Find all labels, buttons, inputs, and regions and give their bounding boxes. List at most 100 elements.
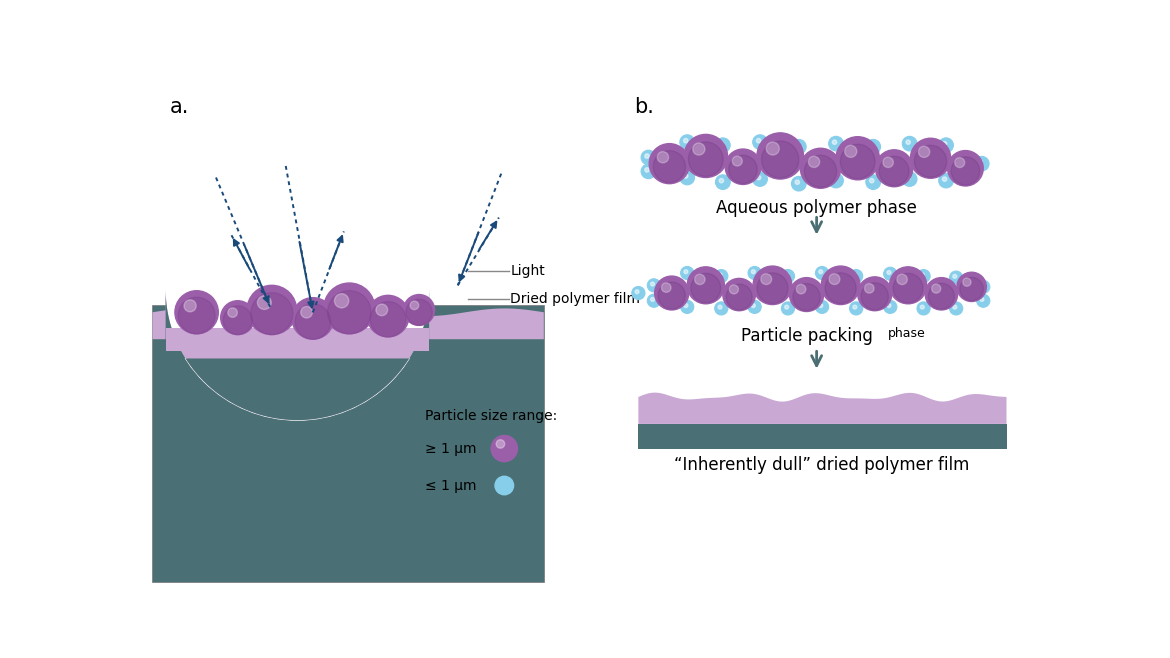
Circle shape (883, 300, 897, 313)
Text: Particle size range:: Particle size range: (425, 409, 557, 422)
Circle shape (819, 270, 823, 274)
Circle shape (723, 278, 756, 311)
Circle shape (957, 272, 986, 301)
Bar (152, 305, 544, 582)
Circle shape (883, 267, 897, 280)
Circle shape (335, 293, 349, 308)
Circle shape (684, 134, 728, 178)
Text: phase: phase (888, 327, 925, 340)
Circle shape (766, 142, 779, 155)
Circle shape (925, 278, 958, 310)
Polygon shape (166, 289, 429, 420)
Circle shape (404, 295, 434, 325)
Circle shape (815, 266, 828, 280)
Circle shape (869, 178, 874, 183)
Circle shape (893, 273, 923, 303)
Circle shape (166, 159, 429, 420)
Circle shape (902, 136, 917, 151)
Circle shape (756, 176, 760, 180)
Circle shape (324, 283, 374, 334)
Circle shape (951, 157, 979, 185)
Circle shape (729, 155, 757, 184)
Circle shape (952, 274, 957, 278)
Circle shape (370, 301, 406, 337)
Circle shape (751, 270, 756, 274)
Circle shape (680, 135, 695, 149)
Circle shape (762, 141, 799, 178)
Circle shape (791, 176, 806, 191)
Text: Particle packing: Particle packing (741, 327, 873, 345)
Circle shape (938, 173, 954, 188)
Circle shape (495, 476, 514, 495)
Circle shape (658, 151, 668, 163)
Text: Aqueous polymer phase: Aqueous polymer phase (716, 199, 917, 217)
Circle shape (879, 156, 909, 186)
Circle shape (952, 305, 957, 309)
Circle shape (641, 150, 656, 164)
Circle shape (295, 304, 331, 340)
Circle shape (832, 140, 837, 144)
Circle shape (861, 283, 888, 310)
Circle shape (889, 267, 927, 304)
Circle shape (641, 164, 656, 179)
Circle shape (688, 142, 723, 176)
Text: ≥ 1 μm: ≥ 1 μm (425, 442, 476, 455)
Circle shape (753, 266, 792, 305)
Circle shape (796, 180, 799, 184)
Circle shape (906, 140, 910, 144)
Circle shape (840, 144, 875, 179)
Circle shape (367, 295, 409, 337)
Circle shape (931, 284, 941, 293)
Circle shape (980, 284, 984, 288)
Circle shape (684, 270, 688, 274)
Circle shape (853, 305, 856, 309)
Text: “Inherently dull” dried polymer film: “Inherently dull” dried polymer film (674, 456, 970, 474)
Circle shape (757, 273, 787, 303)
Circle shape (963, 278, 971, 286)
Circle shape (376, 304, 387, 316)
Circle shape (757, 133, 804, 179)
Circle shape (819, 303, 823, 307)
Circle shape (837, 137, 880, 180)
Circle shape (732, 156, 742, 166)
Circle shape (496, 440, 504, 448)
Circle shape (718, 273, 722, 277)
Circle shape (955, 158, 965, 168)
Circle shape (793, 284, 820, 311)
Circle shape (782, 302, 794, 315)
Circle shape (869, 143, 874, 147)
Circle shape (796, 143, 799, 147)
Circle shape (808, 156, 820, 168)
Circle shape (176, 291, 219, 334)
Circle shape (906, 176, 910, 180)
Circle shape (828, 136, 844, 151)
Circle shape (760, 274, 772, 284)
Circle shape (978, 160, 983, 164)
Circle shape (681, 300, 694, 313)
Circle shape (858, 277, 892, 311)
Circle shape (897, 274, 907, 284)
Circle shape (832, 177, 837, 182)
Circle shape (257, 295, 271, 309)
Circle shape (683, 138, 688, 143)
Circle shape (866, 139, 881, 154)
Circle shape (865, 284, 874, 293)
Circle shape (715, 270, 728, 283)
Circle shape (301, 307, 312, 318)
Circle shape (725, 149, 760, 184)
Circle shape (800, 148, 841, 188)
Circle shape (661, 283, 672, 292)
Circle shape (693, 143, 706, 155)
Circle shape (748, 300, 762, 313)
Text: a.: a. (170, 97, 188, 116)
Circle shape (651, 297, 654, 301)
Circle shape (910, 138, 951, 178)
Circle shape (752, 135, 768, 149)
Circle shape (918, 146, 930, 157)
Circle shape (977, 280, 990, 293)
Circle shape (821, 266, 860, 305)
Circle shape (782, 270, 794, 283)
Circle shape (853, 273, 856, 277)
Circle shape (328, 291, 371, 334)
Circle shape (680, 170, 695, 185)
